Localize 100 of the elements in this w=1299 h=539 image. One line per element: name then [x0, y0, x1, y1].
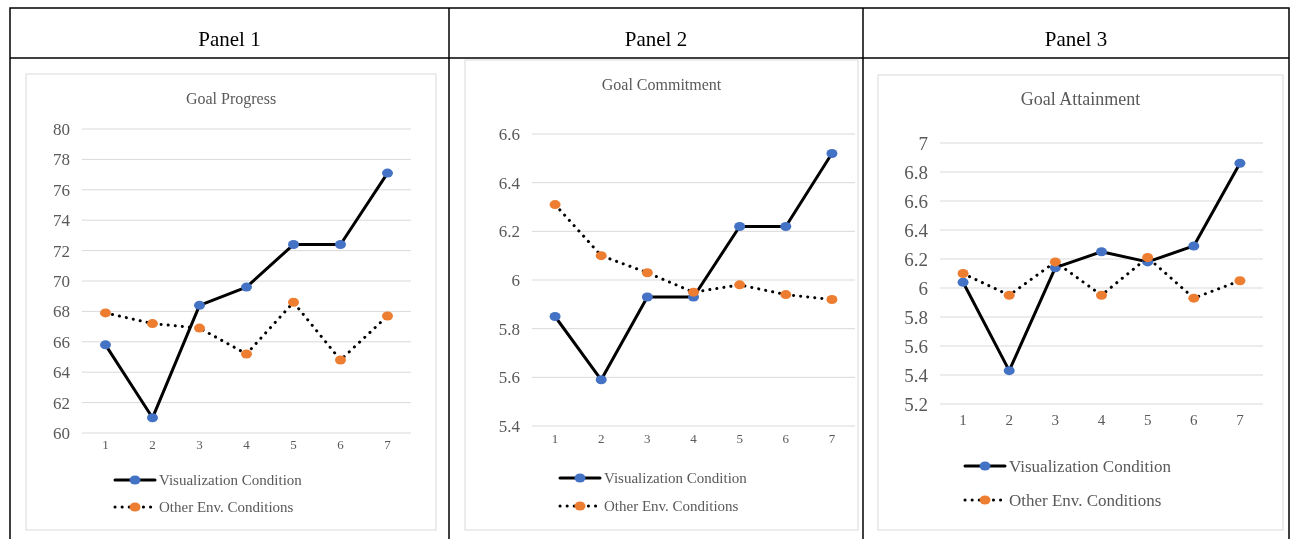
point: [641, 268, 653, 278]
point: [194, 300, 205, 310]
y-tick-label: 5.8: [904, 306, 928, 328]
point: [147, 319, 158, 329]
x-tick-label: 6: [1190, 412, 1199, 428]
x-tick-label: 1: [102, 437, 109, 452]
y-tick-label: 66: [53, 332, 70, 352]
y-tick-label: 80: [53, 119, 70, 139]
legend-label: Visualization Condition: [159, 472, 303, 489]
y-tick-label: 7: [918, 132, 928, 154]
y-tick-label: 5.6: [904, 335, 928, 357]
point: [549, 200, 561, 210]
point: [688, 287, 699, 297]
point: [382, 168, 393, 178]
y-tick-label: 68: [53, 302, 70, 322]
point: [549, 312, 561, 321]
point: [780, 290, 792, 300]
chart-title: Panel 1: [198, 27, 261, 51]
point: [335, 355, 346, 365]
y-tick-label: 6.2: [904, 248, 928, 270]
point: [100, 308, 111, 318]
x-tick-label: 6: [782, 431, 790, 446]
point: [957, 277, 969, 287]
point: [1234, 158, 1246, 168]
point: [288, 240, 299, 250]
x-tick-label: 5: [1143, 412, 1152, 428]
chart-title: Panel 2: [624, 27, 688, 51]
legend-label: Visualization Condition: [604, 470, 748, 487]
point: [826, 148, 838, 158]
x-tick-label: 4: [1097, 412, 1106, 428]
point: [382, 311, 393, 321]
y-tick-label: 76: [53, 180, 70, 200]
y-tick-label: 5.6: [498, 368, 520, 388]
point: [641, 292, 653, 302]
y-tick-label: 5.4: [498, 416, 521, 436]
x-tick-label: 6: [337, 437, 345, 452]
legend-label: Other Env. Conditions: [604, 498, 739, 515]
y-tick-label: 78: [53, 150, 70, 170]
point: [100, 340, 111, 350]
x-tick-label: 7: [384, 437, 392, 452]
point: [1003, 290, 1015, 300]
point: [1003, 366, 1015, 376]
y-tick-label: 62: [53, 393, 70, 413]
x-tick-label: 2: [597, 431, 605, 446]
point: [734, 221, 746, 231]
point: [780, 221, 792, 231]
legend-label: Other Env. Conditions: [1009, 490, 1162, 510]
point: [194, 323, 205, 333]
y-tick-label: 6: [918, 277, 928, 299]
legend-label: Visualization Condition: [1009, 456, 1172, 476]
y-tick-label: 6.2: [498, 222, 520, 242]
y-tick-label: 6.8: [904, 161, 928, 183]
legend-label: Other Env. Conditions: [159, 499, 294, 516]
point: [147, 413, 158, 423]
point: [1142, 253, 1154, 263]
x-tick-label: 5: [290, 437, 297, 452]
x-tick-label: 3: [644, 431, 651, 446]
x-tick-label: 1: [959, 412, 967, 428]
x-tick-label: 3: [1051, 412, 1060, 428]
point: [1234, 276, 1246, 286]
point: [1096, 247, 1107, 257]
x-tick-label: 2: [149, 437, 156, 452]
y-tick-label: 6: [511, 270, 520, 290]
y-tick-label: 5.2: [904, 393, 928, 415]
point: [957, 269, 969, 278]
x-tick-label: 7: [828, 431, 836, 446]
x-tick-label: 2: [1005, 412, 1013, 428]
chart-subtitle: Goal Progress: [185, 90, 277, 108]
x-tick-label: 3: [196, 437, 203, 452]
x-tick-label: 1: [551, 431, 559, 446]
x-tick-label: 4: [690, 431, 698, 446]
point: [595, 251, 607, 261]
y-tick-label: 70: [53, 271, 70, 291]
y-tick-label: 6.4: [498, 173, 521, 193]
point: [1188, 241, 1200, 251]
point: [1188, 293, 1200, 303]
x-tick-label: 4: [243, 437, 251, 452]
y-tick-label: 5.4: [904, 364, 929, 386]
point: [595, 375, 607, 385]
chart-subtitle: Goal Attainment: [1020, 89, 1141, 109]
point: [241, 282, 252, 292]
point: [1096, 290, 1107, 300]
x-tick-label: 5: [736, 431, 743, 446]
chart-title: Panel 3: [1044, 27, 1108, 51]
y-tick-label: 74: [53, 211, 71, 231]
point: [335, 240, 346, 250]
y-tick-label: 72: [53, 241, 70, 261]
y-tick-label: 5.8: [498, 319, 520, 339]
point: [288, 297, 299, 307]
y-tick-label: 6.6: [904, 190, 928, 212]
point: [734, 280, 746, 290]
y-tick-label: 60: [53, 423, 70, 443]
point: [241, 349, 252, 359]
point: [1049, 257, 1061, 267]
x-tick-label: 7: [1236, 412, 1245, 428]
y-tick-label: 6.4: [904, 219, 929, 241]
point: [826, 294, 838, 304]
y-tick-label: 6.6: [498, 124, 520, 144]
y-tick-label: 64: [53, 363, 71, 383]
chart-subtitle: Goal Commitment: [601, 76, 722, 93]
